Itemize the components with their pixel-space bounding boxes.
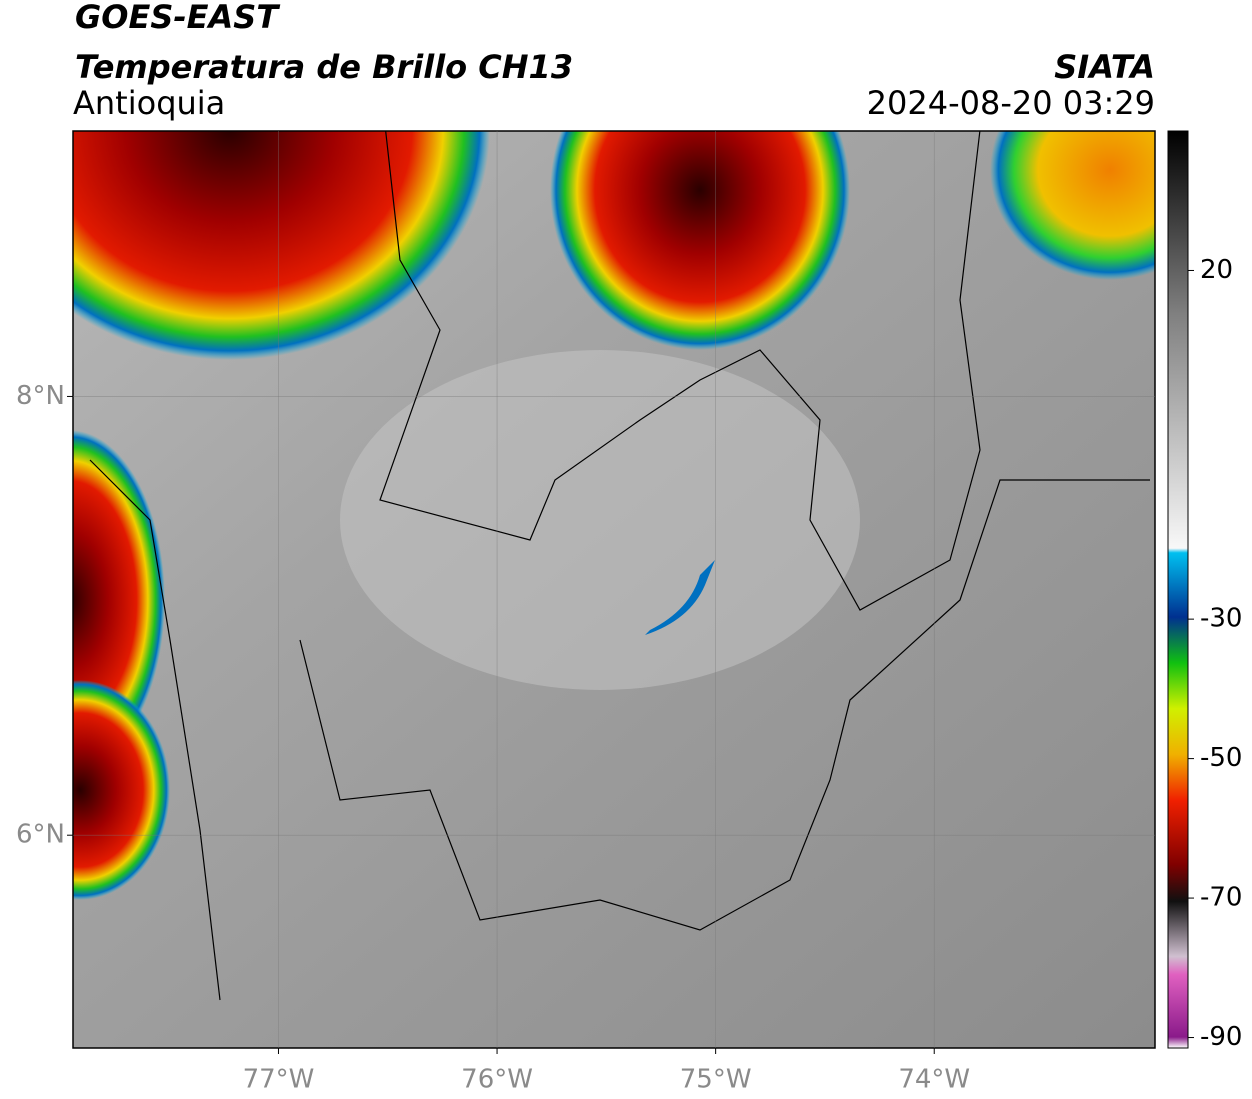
timestamp: 2024-08-20 03:29	[867, 84, 1155, 122]
subtitle: Temperatura de Brillo CH13	[75, 48, 573, 86]
x-tick-label: 74°W	[898, 1065, 970, 1095]
colorbar-tick-label: -90	[1200, 1022, 1242, 1052]
y-tick-label: 8°N	[16, 381, 65, 411]
colorbar-tick-label: -50	[1200, 743, 1242, 773]
region: Antioquia	[73, 84, 225, 122]
colorbar-tick-label: -70	[1200, 883, 1242, 913]
source: SIATA	[1054, 48, 1155, 86]
x-tick-label: 77°W	[243, 1065, 315, 1095]
colorbar-tick-label: 20	[1200, 255, 1233, 285]
y-tick-label: 6°N	[16, 820, 65, 850]
colorbar	[1167, 130, 1189, 1049]
map-frame	[72, 130, 1156, 1049]
x-tick-label: 75°W	[680, 1065, 752, 1095]
x-tick-label: 76°W	[461, 1065, 533, 1095]
satellite-image	[73, 131, 1155, 1048]
title: GOES-EAST	[75, 0, 280, 36]
colorbar-tick-label: -30	[1200, 604, 1242, 634]
